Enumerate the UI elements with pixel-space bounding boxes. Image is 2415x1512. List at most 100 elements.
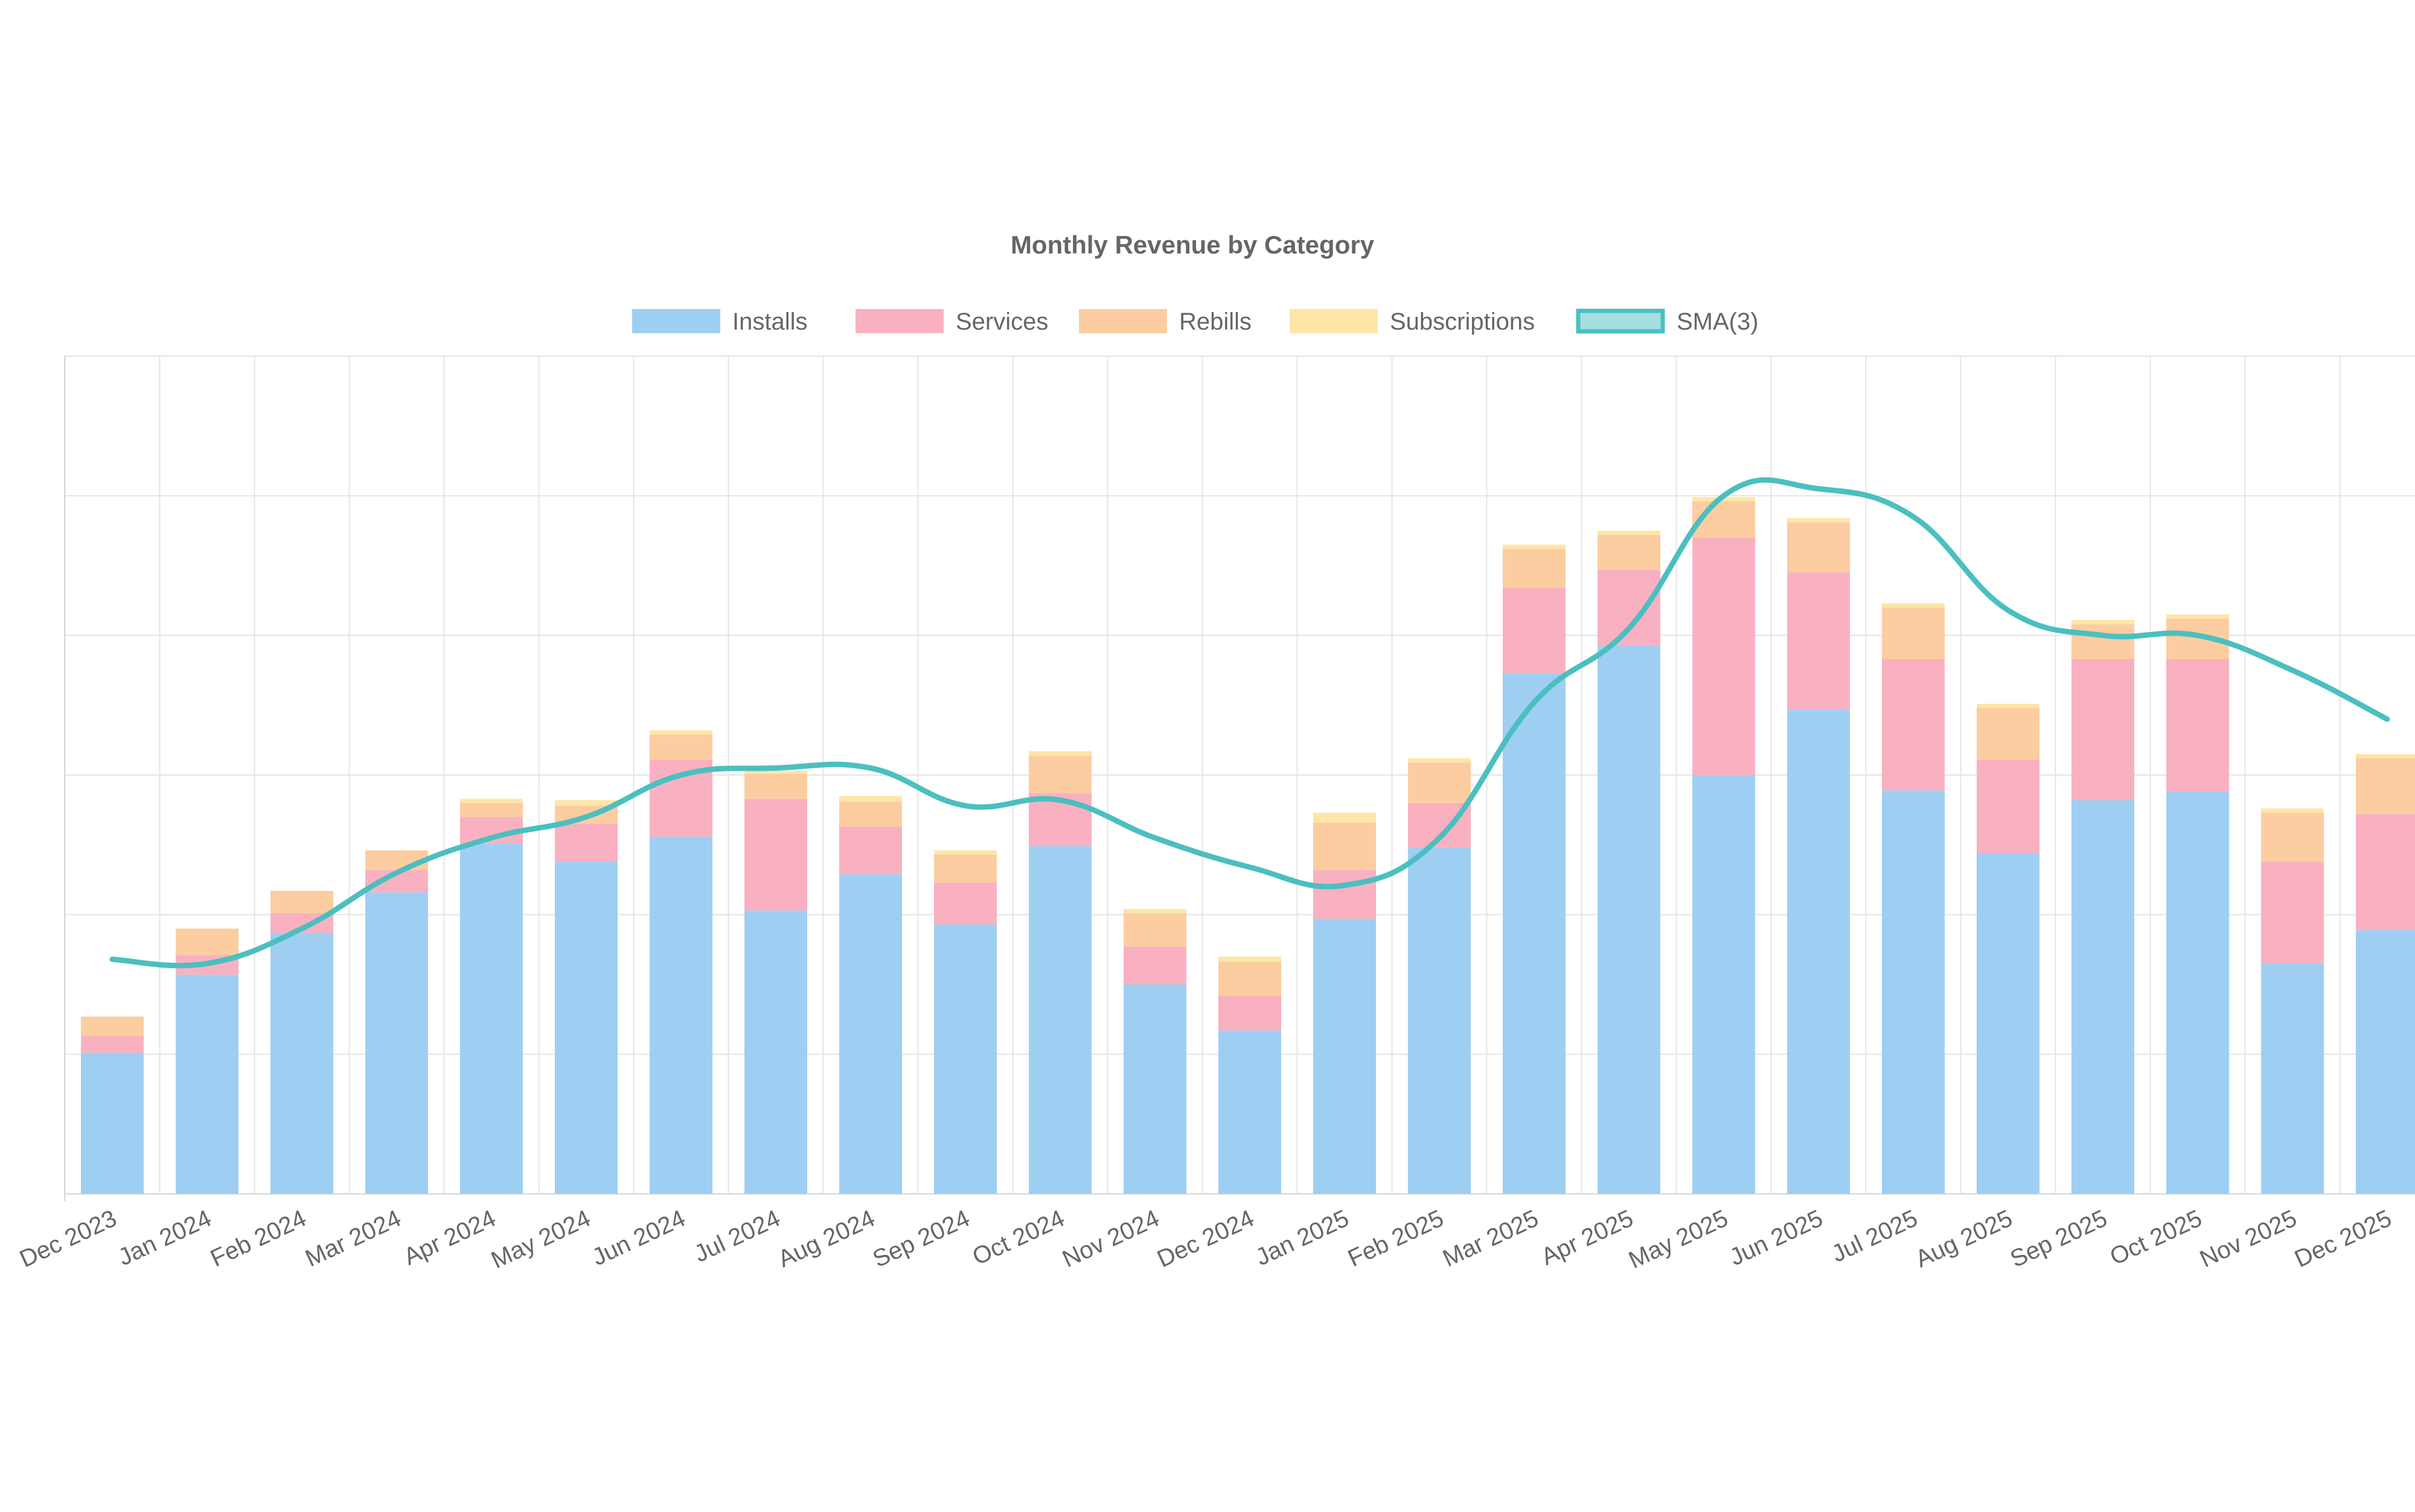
legend-label: Services [956, 308, 1048, 335]
bar-installs[interactable] [2166, 791, 2229, 1194]
bar-installs[interactable] [1882, 790, 1945, 1194]
bar-rebills[interactable] [1313, 822, 1376, 870]
legend-item-rebills[interactable]: Rebills [1079, 308, 1252, 335]
bar-rebills[interactable] [839, 801, 902, 827]
bar-subscriptions[interactable] [1408, 758, 1471, 763]
bar-rebills[interactable] [365, 850, 428, 870]
bar-installs[interactable] [1503, 673, 1566, 1194]
bar-rebills[interactable] [2261, 812, 2324, 862]
bar-installs[interactable] [650, 836, 712, 1194]
bar-rebills[interactable] [81, 1016, 144, 1036]
bar-subscriptions[interactable] [934, 850, 997, 855]
bar-rebills[interactable] [1503, 549, 1566, 589]
bar-installs[interactable] [81, 1053, 144, 1194]
bar-installs[interactable] [2356, 930, 2415, 1194]
bar-rebills[interactable] [1408, 762, 1471, 803]
bar-rebills[interactable] [2356, 758, 2415, 814]
bar-services[interactable] [1313, 870, 1376, 919]
bar-services[interactable] [1503, 588, 1566, 674]
legend-label: Subscriptions [1390, 308, 1535, 335]
bar-subscriptions[interactable] [1029, 751, 1092, 756]
bar-services[interactable] [81, 1036, 144, 1053]
bar-subscriptions[interactable] [1787, 518, 1850, 523]
bar-rebills[interactable] [270, 891, 333, 914]
bar-rebills[interactable] [2071, 624, 2134, 659]
bar-installs[interactable] [1218, 1030, 1281, 1194]
bar-rebills[interactable] [1124, 913, 1186, 947]
bar-subscriptions[interactable] [1598, 531, 1660, 535]
bar-subscriptions[interactable] [839, 796, 902, 802]
bar-installs[interactable] [1977, 853, 2039, 1194]
legend-item-subscriptions[interactable]: Subscriptions [1290, 308, 1535, 335]
legend: Installs Services Rebills Subscriptions SMA(… [632, 308, 1759, 335]
bar-services[interactable] [555, 823, 618, 862]
bar-services[interactable] [839, 826, 902, 875]
bar-services[interactable] [1124, 946, 1186, 984]
bar-services[interactable] [1882, 659, 1945, 791]
bar-subscriptions[interactable] [650, 730, 712, 735]
bar-subscriptions[interactable] [2166, 614, 2229, 619]
bar-rebills[interactable] [1218, 962, 1281, 996]
bar-subscriptions[interactable] [1977, 704, 2039, 708]
x-tick-label: Dec 2025 [2291, 1205, 2396, 1272]
legend-item-sma-3[interactable]: SMA(3) [1576, 308, 1759, 335]
bar-installs[interactable] [2071, 800, 2134, 1194]
bar-subscriptions[interactable] [2261, 808, 2324, 813]
bar-rebills[interactable] [1882, 607, 1945, 659]
x-tick-label: Aug 2024 [774, 1205, 879, 1272]
bar-installs[interactable] [1408, 847, 1471, 1194]
bar-installs[interactable] [1598, 645, 1660, 1194]
bar-services[interactable] [1977, 759, 2039, 853]
bar-installs[interactable] [2261, 963, 2324, 1194]
bar-subscriptions[interactable] [744, 771, 807, 774]
bar-installs[interactable] [1029, 846, 1092, 1194]
bar-services[interactable] [1598, 569, 1660, 645]
bar-subscriptions[interactable] [555, 800, 618, 806]
bar-rebills[interactable] [1787, 522, 1850, 573]
bar-rebills[interactable] [1598, 535, 1660, 570]
bar-installs[interactable] [555, 861, 618, 1194]
x-tick-label: Aug 2025 [1911, 1205, 2017, 1272]
bar-subscriptions[interactable] [1882, 603, 1945, 608]
bar-services[interactable] [2356, 814, 2415, 930]
bar-rebills[interactable] [1977, 707, 2039, 760]
bar-services[interactable] [1218, 995, 1281, 1031]
bar-rebills[interactable] [934, 854, 997, 883]
bar-services[interactable] [2261, 861, 2324, 964]
bar-installs[interactable] [270, 933, 333, 1194]
bar-installs[interactable] [176, 974, 238, 1194]
bar-subscriptions[interactable] [2356, 754, 2415, 759]
bar-installs[interactable] [839, 874, 902, 1194]
bar-subscriptions[interactable] [1503, 544, 1566, 549]
bar-services[interactable] [2166, 659, 2229, 792]
sma-line-path[interactable] [109, 477, 2390, 969]
bar-subscriptions[interactable] [1124, 909, 1186, 914]
bar-services[interactable] [1787, 572, 1850, 710]
bar-services[interactable] [2071, 659, 2134, 800]
bar-rebills[interactable] [744, 773, 807, 799]
bar-installs[interactable] [1787, 709, 1850, 1194]
bar-services[interactable] [934, 882, 997, 925]
bar-services[interactable] [744, 799, 807, 911]
bar-subscriptions[interactable] [1313, 812, 1376, 823]
bar-subscriptions[interactable] [460, 799, 523, 803]
bar-services[interactable] [1692, 537, 1755, 775]
bar-subscriptions[interactable] [1692, 497, 1755, 502]
bar-rebills[interactable] [650, 734, 712, 760]
bar-installs[interactable] [1692, 775, 1755, 1194]
bar-subscriptions[interactable] [1218, 956, 1281, 962]
legend-item-installs[interactable]: Installs [632, 308, 808, 335]
bar-installs[interactable] [1124, 984, 1186, 1194]
bar-rebills[interactable] [176, 928, 238, 955]
bar-subscriptions[interactable] [2071, 620, 2134, 625]
x-tick-label: Mar 2024 [301, 1205, 405, 1272]
bar-installs[interactable] [1313, 919, 1376, 1194]
bar-installs[interactable] [744, 910, 807, 1194]
bar-rebills[interactable] [460, 803, 523, 817]
bar-rebills[interactable] [1029, 755, 1092, 794]
bar-installs[interactable] [365, 892, 428, 1194]
legend-item-services[interactable]: Services [856, 308, 1048, 335]
bar-installs[interactable] [934, 924, 997, 1194]
bar-installs[interactable] [460, 843, 523, 1194]
